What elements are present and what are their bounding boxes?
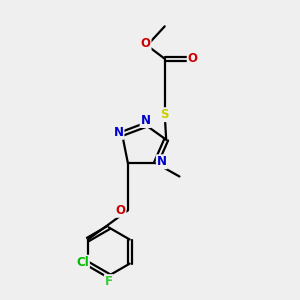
Text: N: N (141, 114, 151, 127)
Text: O: O (116, 204, 126, 217)
Text: N: N (157, 155, 167, 168)
Text: N: N (113, 126, 124, 139)
Text: S: S (160, 108, 169, 121)
Text: Cl: Cl (76, 256, 89, 269)
Text: O: O (188, 52, 198, 65)
Text: O: O (141, 38, 151, 50)
Text: F: F (105, 275, 113, 288)
